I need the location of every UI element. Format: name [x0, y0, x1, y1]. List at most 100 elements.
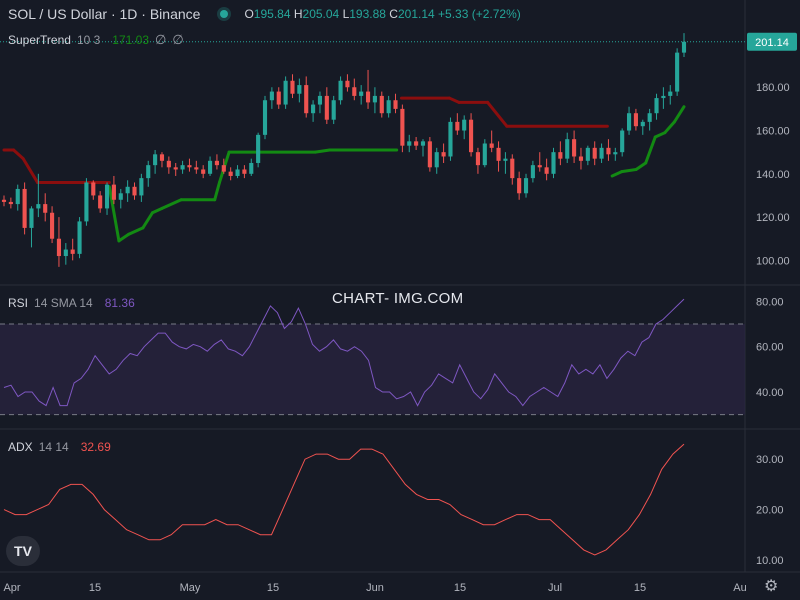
candle-body: [132, 186, 137, 196]
supertrend-segment: [160, 198, 183, 210]
price-tick-label: 160.00: [756, 126, 790, 138]
symbol-title[interactable]: SOL / US Dollar · 1D · Binance: [8, 6, 201, 22]
candle-body: [572, 139, 577, 157]
candle-body: [50, 212, 55, 239]
adx-line: [3, 443, 685, 556]
candle-body: [626, 113, 632, 131]
candle-body: [345, 80, 350, 88]
supertrend-segment: [213, 180, 221, 202]
chart-header: SOL / US Dollar · 1D · Binance O195.84 H…: [8, 6, 521, 22]
adx-name: ADX: [8, 440, 33, 454]
candle-body: [537, 165, 542, 168]
rsi-tick-label: 60.00: [756, 342, 784, 354]
adx-legend[interactable]: ADX 14 14 32.69: [8, 440, 111, 454]
last-price-badge: [747, 32, 797, 51]
candle-body: [118, 193, 123, 200]
candle-body: [283, 80, 288, 105]
settings-gear-icon[interactable]: ⚙: [764, 578, 779, 595]
candle-body: [578, 156, 584, 161]
candle-body: [63, 249, 68, 257]
candle-body: [606, 147, 611, 155]
candle-body: [475, 152, 480, 166]
candle-body: [70, 249, 75, 254]
candle-body: [558, 152, 563, 159]
rsi-name: RSI: [8, 296, 29, 310]
x-tick-label: Jun: [366, 582, 384, 594]
price-tick-label: 120.00: [756, 212, 790, 224]
x-tick-label: 15: [634, 582, 646, 594]
tradingview-logo[interactable]: TV: [6, 536, 40, 566]
candle-body: [585, 147, 590, 161]
candle-body: [469, 119, 474, 153]
price-tick-label: 140.00: [756, 169, 790, 181]
candle-body: [633, 113, 638, 127]
price-tick-label: 100.00: [756, 255, 790, 267]
candle-body: [359, 91, 364, 96]
candle-body: [372, 95, 377, 103]
candle-body: [613, 152, 618, 155]
candle-body: [43, 204, 48, 213]
candle-body: [297, 85, 302, 94]
supertrend-segment: [127, 226, 145, 236]
candle-body: [8, 201, 13, 205]
candle-body: [221, 165, 226, 172]
candle-body: [599, 147, 604, 159]
candle-body: [262, 100, 268, 135]
candle-body: [523, 178, 529, 194]
candle-body: [675, 52, 680, 92]
last-price-label: 201.14: [755, 37, 789, 49]
candle-body: [317, 95, 323, 105]
candle-body: [530, 165, 535, 179]
adx-tick-label: 30.00: [756, 454, 784, 466]
supertrend-segment: [620, 167, 638, 174]
supertrend-segment: [107, 185, 121, 243]
candle-body: [510, 158, 515, 179]
candle-body: [84, 182, 89, 222]
candle-body: [393, 100, 398, 109]
candle-body: [77, 221, 82, 254]
supertrend-segment: [447, 96, 461, 104]
candle-body: [565, 139, 570, 159]
supertrend-params: 10 3: [76, 33, 101, 47]
supertrend-value: 171.03: [112, 33, 149, 47]
adx-tick-label: 10.00: [756, 555, 784, 567]
candle-body: [448, 121, 453, 157]
candle-body: [482, 143, 487, 166]
candle-body: [661, 95, 666, 99]
candle-body: [173, 167, 178, 170]
supertrend-legend[interactable]: SuperTrend 10 3 171.03 ∅ ∅: [8, 32, 184, 48]
supertrend-segment: [150, 206, 164, 215]
candle-body: [276, 91, 281, 105]
x-tick-label: Apr: [3, 582, 20, 594]
candle-body: [304, 85, 309, 114]
candle-body: [166, 160, 171, 168]
x-tick-label: 15: [267, 582, 279, 594]
supertrend-segment: [663, 120, 676, 135]
candle-body: [235, 169, 240, 176]
candle-body: [441, 152, 446, 157]
market-status-icon: [220, 10, 229, 18]
x-tick-label: May: [180, 582, 201, 594]
candle-body: [551, 152, 556, 174]
candle-body: [668, 91, 673, 96]
candle-body: [36, 204, 41, 209]
candle-body: [180, 165, 185, 170]
supertrend-name: SuperTrend: [8, 33, 71, 47]
candle-body: [159, 154, 165, 161]
candle-body: [517, 178, 522, 194]
candle-body: [269, 91, 274, 101]
candle-body: [434, 152, 439, 168]
candle-body: [352, 87, 357, 96]
adx-params: 14 14: [38, 440, 69, 454]
price-tick-label: 180.00: [756, 82, 790, 94]
rsi-legend[interactable]: RSI 14 SMA 14 81.36: [8, 296, 135, 310]
rsi-params: 14 SMA 14: [34, 296, 93, 310]
candle-body: [15, 188, 20, 205]
candle-body: [386, 100, 391, 114]
candle-body: [249, 162, 254, 174]
candle-body: [681, 41, 687, 53]
candle-body: [139, 178, 144, 196]
candle-body: [427, 141, 432, 168]
supertrend-segment: [610, 170, 624, 178]
